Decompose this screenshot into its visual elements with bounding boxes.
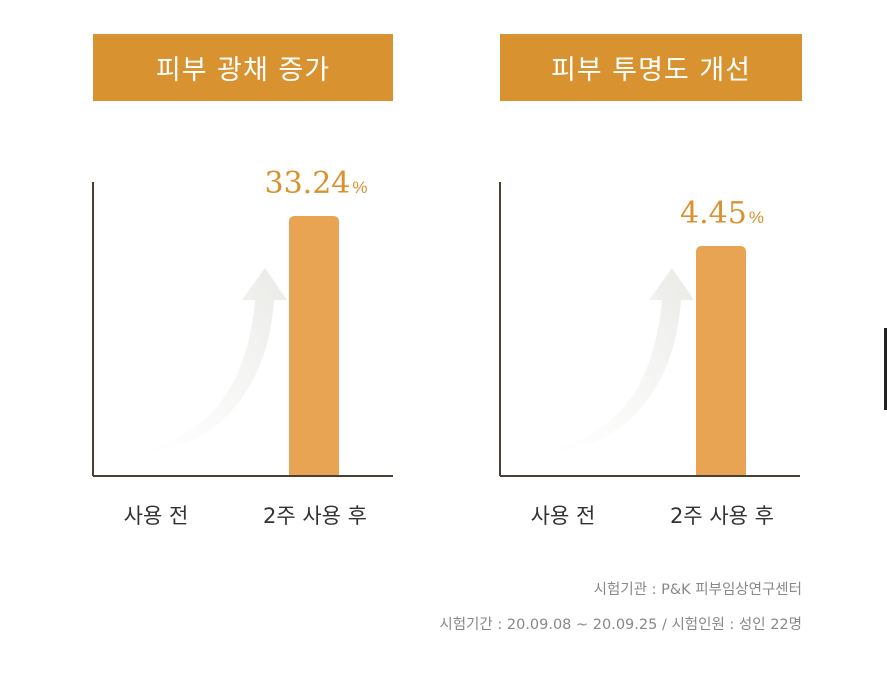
x-tick-label: 사용 전 [530,504,596,528]
chart-panel-clarity: 피부 투명도 개선 4.45% 사용 전 2주 사용 후 [499,0,820,540]
chart-plot [499,182,800,477]
footer-institution: 시험기관 : P&K 피부임상연구센터 [593,582,802,598]
chart-title: 피부 투명도 개선 [500,34,802,101]
x-tick-label: 2주 사용 후 [263,504,367,528]
trend-arrow [142,268,287,452]
x-tick-label: 사용 전 [123,504,189,528]
trend-arrow [549,268,694,452]
footer-period: 시험기간 : 20.09.08 ~ 20.09.25 / 시험인원 : 성인 2… [439,617,802,633]
bar-after-2-weeks [289,216,339,476]
chart-title: 피부 광채 증가 [93,34,393,101]
edge-divider [884,328,887,410]
chart-plot [92,182,393,477]
x-tick-label: 2주 사용 후 [670,504,774,528]
bar-after-2-weeks [696,246,746,476]
data-label: 33.24% [264,166,368,201]
chart-panel-glow: 피부 광채 증가 33.24% 사용 전 2주 사용 후 [92,0,413,540]
data-label: 4.45% [680,196,764,231]
